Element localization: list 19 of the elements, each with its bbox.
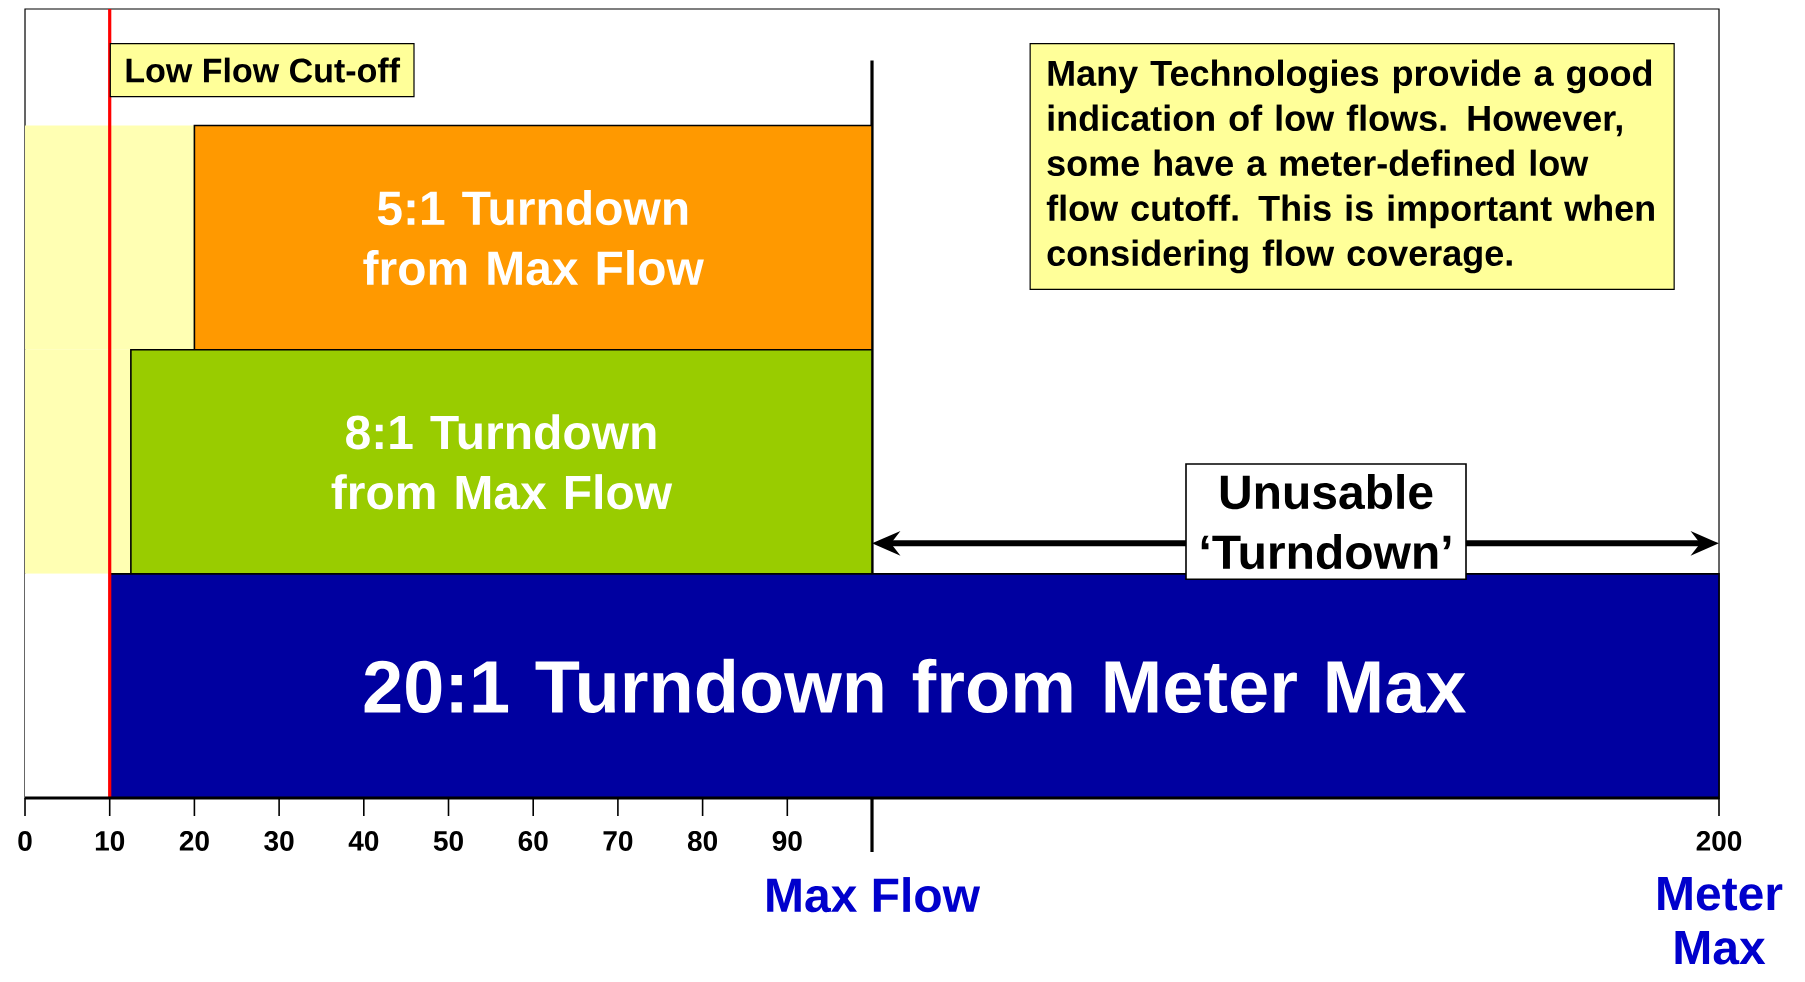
x-tick-label: 50 (433, 831, 463, 851)
x-tick-label: 80 (687, 831, 718, 851)
data-label: 20:1 Turndown from Meter Max (364, 658, 1467, 714)
data-label: 8:1 Turndown from Max Flow (331, 414, 673, 510)
annotation: Many Technologies provide a good indication of low flows. However, some have a meter-defined low flow cutoff. This is important when considering flow coverage. (1046, 59, 1654, 274)
x-tick-label: 90 (772, 831, 802, 851)
x-tick-label: 10 (95, 831, 125, 851)
x-tick-label: 20 (179, 831, 209, 851)
ref-line-label: Max Flow (767, 877, 981, 913)
x-tick-label: 200 (1696, 831, 1742, 851)
x-tick-label: 70 (603, 831, 633, 851)
ref-line-label: Low Flow Cut-off (126, 57, 401, 83)
annotation: Unusable ‘Turndown’ (1201, 473, 1451, 570)
x-tick-label: 60 (518, 831, 548, 851)
x-tick-label: 40 (348, 831, 379, 851)
x-tick-label: 0 (18, 831, 32, 851)
data-label: 5:1 Turndown from Max Flow (363, 190, 704, 286)
x-tick-label: 30 (264, 831, 294, 851)
text: Meter Max (1658, 877, 1783, 965)
